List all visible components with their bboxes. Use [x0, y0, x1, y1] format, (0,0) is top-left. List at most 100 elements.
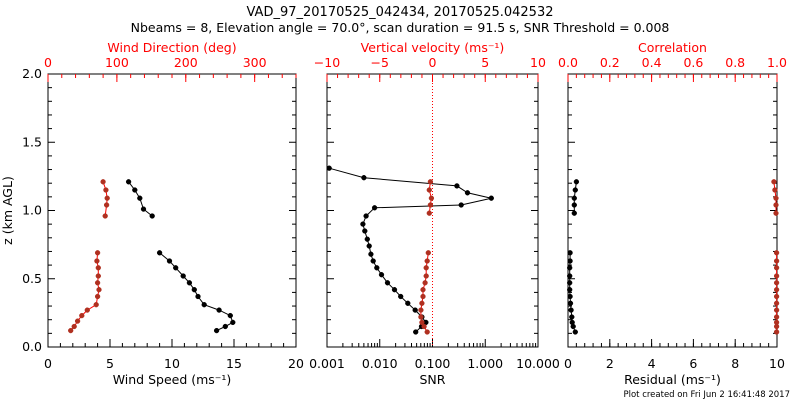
x-axis-label-bottom: Wind Speed (ms⁻¹)	[113, 372, 232, 387]
data-point-bottom	[201, 302, 207, 308]
x-tick-label-bottom: 2	[606, 356, 614, 371]
data-point-top	[423, 265, 429, 271]
data-point-top	[68, 327, 74, 334]
data-point-top	[104, 195, 110, 201]
data-point-top	[71, 323, 77, 330]
data-point-bottom	[567, 287, 573, 293]
data-point-top	[772, 187, 778, 193]
data-point-bottom	[413, 329, 419, 335]
data-point-bottom	[326, 165, 332, 171]
data-point-top	[420, 293, 426, 300]
data-point-bottom	[464, 190, 471, 196]
y-tick-label: 0.5	[22, 271, 42, 286]
x-tick-label-top: 0.0	[558, 55, 578, 70]
y-axis-label: z (km AGL)	[0, 176, 15, 245]
data-point-top	[773, 210, 779, 216]
data-point-top	[773, 300, 780, 306]
x-tick-label-top: 100	[105, 55, 129, 70]
x-tick-label-bottom: 0.010	[362, 356, 398, 371]
x-axis-label-top: Vertical velocity (ms⁻¹)	[361, 40, 505, 55]
data-point-bottom	[149, 213, 155, 219]
x-axis-label-top: Wind Direction (deg)	[107, 40, 236, 55]
data-point-top	[773, 314, 780, 320]
data-point-bottom	[569, 314, 575, 320]
x-tick-label-top: 1.0	[767, 55, 787, 70]
x-tick-label-top: 10	[530, 55, 546, 70]
plot-footer: Plot created on Fri Jun 2 16:41:48 2017	[623, 390, 790, 400]
data-point-top	[427, 179, 434, 185]
data-point-bottom	[180, 273, 186, 279]
data-point-bottom	[567, 258, 573, 264]
data-point-top	[94, 293, 101, 300]
data-point-bottom	[567, 250, 573, 256]
data-point-bottom	[571, 195, 577, 201]
y-tick-label: 1.0	[22, 203, 42, 218]
x-tick-label-top: 0.8	[725, 55, 745, 70]
data-point-bottom	[140, 206, 147, 212]
data-point-bottom	[454, 183, 460, 189]
x-tick-label-bottom: 10	[164, 356, 180, 371]
data-point-bottom	[362, 228, 368, 234]
x-tick-label-top: 5	[481, 55, 489, 70]
data-point-top	[79, 312, 85, 319]
data-point-top	[96, 287, 102, 293]
data-point-bottom	[363, 213, 369, 219]
data-point-bottom	[572, 187, 578, 193]
data-point-top	[773, 202, 779, 208]
data-point-top	[773, 280, 780, 286]
data-point-top	[421, 323, 427, 330]
x-tick-label-bottom: 0	[44, 356, 52, 371]
data-point-bottom	[391, 287, 398, 293]
panel-wind: 0.0 0.5 1.0 1.5 2.0 z (km AGL) 0 5 10 15 20 Wind Sp…	[0, 40, 304, 387]
data-point-bottom	[166, 258, 173, 264]
data-point-top	[419, 319, 425, 326]
data-point-top	[773, 195, 779, 201]
x-tick-label-bottom: 1.000	[467, 356, 503, 371]
data-point-top	[100, 179, 106, 185]
data-point-top	[84, 307, 90, 313]
data-point-bottom	[458, 202, 464, 208]
data-point-top	[94, 258, 100, 264]
data-point-top	[418, 314, 424, 320]
data-point-top	[94, 280, 101, 286]
data-point-top	[420, 287, 426, 293]
x-tick-label-bottom: 8	[731, 356, 739, 371]
data-point-top	[426, 210, 432, 216]
series-line-top	[70, 252, 100, 331]
data-point-bottom	[567, 293, 573, 300]
data-point-bottom	[227, 312, 233, 319]
data-point-bottom	[213, 327, 220, 334]
data-point-top	[95, 273, 101, 279]
x-tick-label-top: 0.2	[600, 55, 620, 70]
data-point-top	[425, 250, 431, 256]
data-point-bottom	[137, 195, 143, 201]
data-point-top	[427, 202, 434, 208]
data-point-bottom	[374, 265, 380, 271]
data-point-bottom	[364, 236, 370, 242]
data-point-top	[773, 293, 780, 300]
data-point-bottom	[125, 179, 132, 185]
data-point-bottom	[572, 329, 578, 335]
data-point-top	[103, 202, 110, 208]
x-tick-label-bottom: 6	[689, 356, 697, 371]
data-point-bottom	[370, 258, 376, 264]
data-point-bottom	[571, 202, 577, 208]
data-point-top	[103, 187, 109, 193]
x-tick-label-top: −10	[314, 55, 340, 70]
data-point-bottom	[173, 265, 179, 271]
data-point-bottom	[567, 280, 573, 286]
data-point-top	[773, 273, 780, 279]
data-point-bottom	[366, 243, 372, 249]
data-point-bottom	[368, 251, 374, 257]
data-point-bottom	[222, 323, 228, 330]
data-point-bottom	[230, 319, 236, 326]
data-point-top	[422, 280, 428, 286]
x-axis-label-bottom: SNR	[420, 372, 446, 387]
panel-frame	[567, 73, 778, 348]
panel-frame	[47, 73, 297, 348]
data-point-bottom	[132, 187, 138, 193]
data-point-top	[428, 195, 435, 201]
data-point-bottom	[398, 293, 404, 300]
data-point-top	[423, 273, 429, 279]
